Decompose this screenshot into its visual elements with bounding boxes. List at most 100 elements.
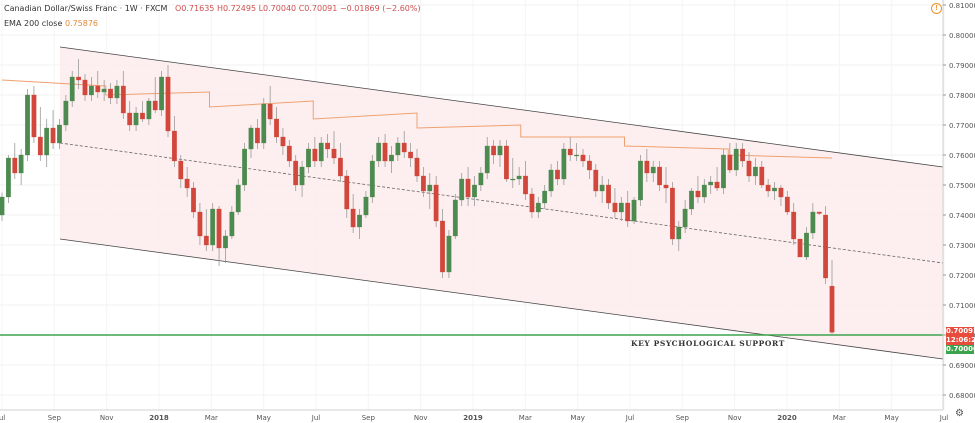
low-value: L0.70040: [258, 4, 297, 13]
candle: [286, 140, 292, 167]
candle-body: [593, 169, 599, 192]
candle: [274, 107, 279, 143]
candle-body: [574, 154, 580, 157]
candle-body: [638, 160, 643, 201]
symbol-title[interactable]: Canadian Dollar/Swiss Franc: [4, 4, 118, 13]
candle: [670, 182, 675, 245]
candle: [25, 89, 30, 161]
candle-body: [389, 154, 394, 162]
time-tick-label: Mar: [833, 414, 846, 422]
candle-body: [708, 181, 714, 186]
candle: [542, 185, 548, 209]
candle: [108, 83, 113, 104]
time-tick-label: Mar: [205, 414, 218, 422]
candle-body: [261, 103, 267, 144]
candle-body: [497, 145, 503, 156]
candle: [357, 209, 362, 239]
candle-body: [286, 145, 292, 162]
candle-body: [382, 142, 388, 162]
warning-icon[interactable]: !: [931, 3, 942, 14]
candle: [427, 173, 433, 209]
candle-body: [580, 154, 586, 162]
candle-body: [561, 148, 567, 180]
interval-label[interactable]: 1W: [124, 4, 138, 13]
candle: [337, 143, 343, 182]
candle: [89, 77, 94, 101]
candle: [184, 167, 190, 197]
candle: [382, 134, 388, 167]
candle-body: [101, 88, 107, 93]
time-tick-label: Jul: [625, 414, 635, 422]
candle-body: [542, 190, 548, 204]
candle: [127, 101, 133, 131]
high-value: H0.72495: [216, 4, 257, 13]
candle-body: [171, 130, 177, 162]
candle-body: [395, 142, 401, 156]
channel-mid-line[interactable]: [59, 142, 944, 264]
candle: [612, 188, 618, 218]
candle-body: [401, 142, 407, 153]
candle-body: [165, 76, 171, 132]
candle-body: [140, 112, 145, 120]
candle-body: [420, 175, 426, 192]
candle: [235, 179, 241, 215]
candle-body: [791, 211, 797, 240]
candle: [644, 149, 650, 182]
candle: [363, 191, 369, 218]
countdown-tag: 12:06:26: [946, 336, 975, 345]
candle: [114, 80, 120, 104]
candle: [714, 167, 720, 191]
time-tick-label: Nov: [414, 414, 428, 422]
candle: [318, 137, 324, 167]
candle-body: [18, 154, 24, 174]
candle-body: [114, 85, 120, 99]
support-annotation[interactable]: KEY PSYCHOLOGICAL SUPPORT: [631, 339, 785, 348]
candle: [631, 197, 637, 224]
candle-body: [446, 235, 452, 273]
candle: [465, 167, 471, 206]
candle-body: [369, 160, 375, 198]
candle: [810, 203, 816, 239]
candle: [657, 161, 663, 191]
candle: [344, 170, 350, 218]
channel-lower-line[interactable]: [59, 238, 944, 360]
candle-body: [210, 208, 216, 246]
time-tick-label: ul: [0, 414, 5, 422]
candle: [395, 137, 401, 161]
candle: [701, 179, 707, 203]
candle: [18, 149, 24, 185]
candle: [120, 71, 126, 119]
open-value: O0.71635: [175, 4, 215, 13]
candle: [478, 167, 484, 191]
candle: [31, 86, 37, 143]
candle: [210, 203, 216, 251]
candle: [599, 176, 605, 203]
candle-body: [733, 148, 739, 171]
gear-icon[interactable]: ⚙: [955, 408, 964, 419]
candle-body: [529, 193, 535, 213]
ema-200-line[interactable]: [1, 79, 833, 159]
candle: [510, 158, 516, 188]
candle-body: [89, 85, 94, 96]
candle-body: [535, 202, 541, 213]
candle: [6, 155, 11, 203]
candle: [548, 164, 554, 197]
candle: [401, 131, 407, 158]
candle: [606, 179, 611, 209]
candle: [574, 143, 580, 161]
candle-body: [133, 112, 139, 126]
candle-body: [491, 145, 496, 156]
candle: [772, 182, 777, 200]
candle: [306, 143, 311, 173]
candle: [778, 185, 784, 206]
candle-body: [484, 145, 490, 174]
ema-label[interactable]: EMA 200 close: [4, 19, 63, 28]
candle: [580, 149, 586, 167]
candle-body: [12, 157, 18, 174]
candle: [740, 143, 746, 167]
candle-body: [63, 100, 69, 126]
channel-upper-line[interactable]: [59, 46, 944, 168]
time-axis[interactable]: ul Sep Nov 2018 Mar May Jul Sep Nov 2019 Mar May Jul…: [0, 409, 948, 422]
candle: [69, 71, 75, 107]
